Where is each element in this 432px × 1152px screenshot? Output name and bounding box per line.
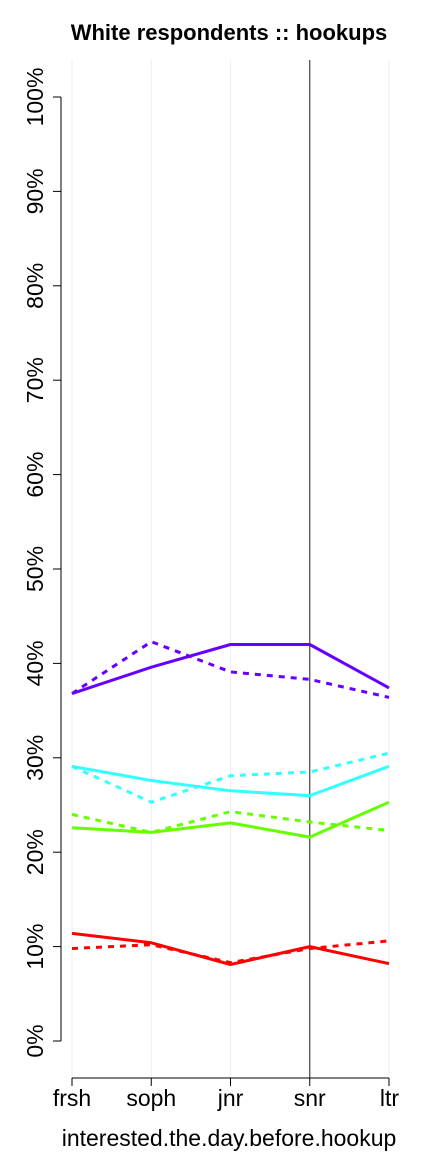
- y-tick-label: 70%: [22, 357, 48, 403]
- y-axis: 0% 10% 20% 30% 40% 50% 60% 70% 80% 90% 100%: [22, 68, 62, 1058]
- y-tick-label: 20%: [22, 829, 48, 875]
- y-tick-label: 60%: [22, 452, 48, 498]
- grid-layer: [71, 60, 390, 1078]
- x-tick-label: jnr: [217, 1085, 244, 1111]
- x-tick-label: ltr: [380, 1085, 400, 1111]
- chart-title: White respondents :: hookups: [71, 20, 388, 45]
- y-tick-label: 30%: [22, 735, 48, 781]
- series-line-3: [71, 751, 390, 804]
- x-tick-label: soph: [126, 1085, 176, 1111]
- x-tick-label: frsh: [53, 1085, 91, 1111]
- series-line-7: [71, 939, 390, 965]
- series-line-2: [71, 764, 390, 798]
- x-tick-label: snr: [294, 1085, 326, 1111]
- x-axis: frsh soph jnr snr ltr: [53, 1077, 400, 1111]
- x-axis-title: interested.the.day.before.hookup: [62, 1125, 397, 1151]
- y-tick-label: 100%: [22, 68, 48, 127]
- y-tick-label: 40%: [22, 640, 48, 686]
- y-tick-label: 50%: [22, 546, 48, 592]
- y-tick-label: 0%: [22, 1024, 48, 1057]
- y-tick-label: 80%: [22, 263, 48, 309]
- series-line-1: [71, 640, 390, 699]
- series-line-6: [71, 931, 390, 966]
- y-tick-label: 90%: [22, 168, 48, 214]
- series-line-5: [71, 810, 390, 834]
- series-line-0: [71, 643, 390, 696]
- series-layer: [71, 640, 390, 966]
- y-tick-label: 10%: [22, 924, 48, 970]
